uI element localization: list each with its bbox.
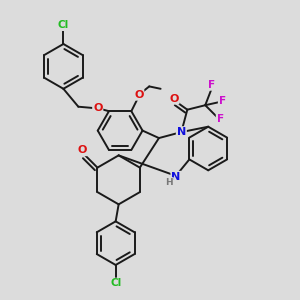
- Text: N: N: [177, 127, 186, 137]
- Text: O: O: [78, 145, 87, 155]
- Text: H: H: [166, 178, 173, 187]
- Text: F: F: [219, 96, 226, 106]
- Text: N: N: [171, 172, 181, 182]
- Text: O: O: [134, 90, 143, 100]
- Text: O: O: [169, 94, 178, 103]
- Text: F: F: [217, 114, 224, 124]
- Text: Cl: Cl: [110, 278, 121, 289]
- Text: Cl: Cl: [58, 20, 69, 30]
- Text: F: F: [208, 80, 215, 90]
- Text: O: O: [93, 103, 102, 113]
